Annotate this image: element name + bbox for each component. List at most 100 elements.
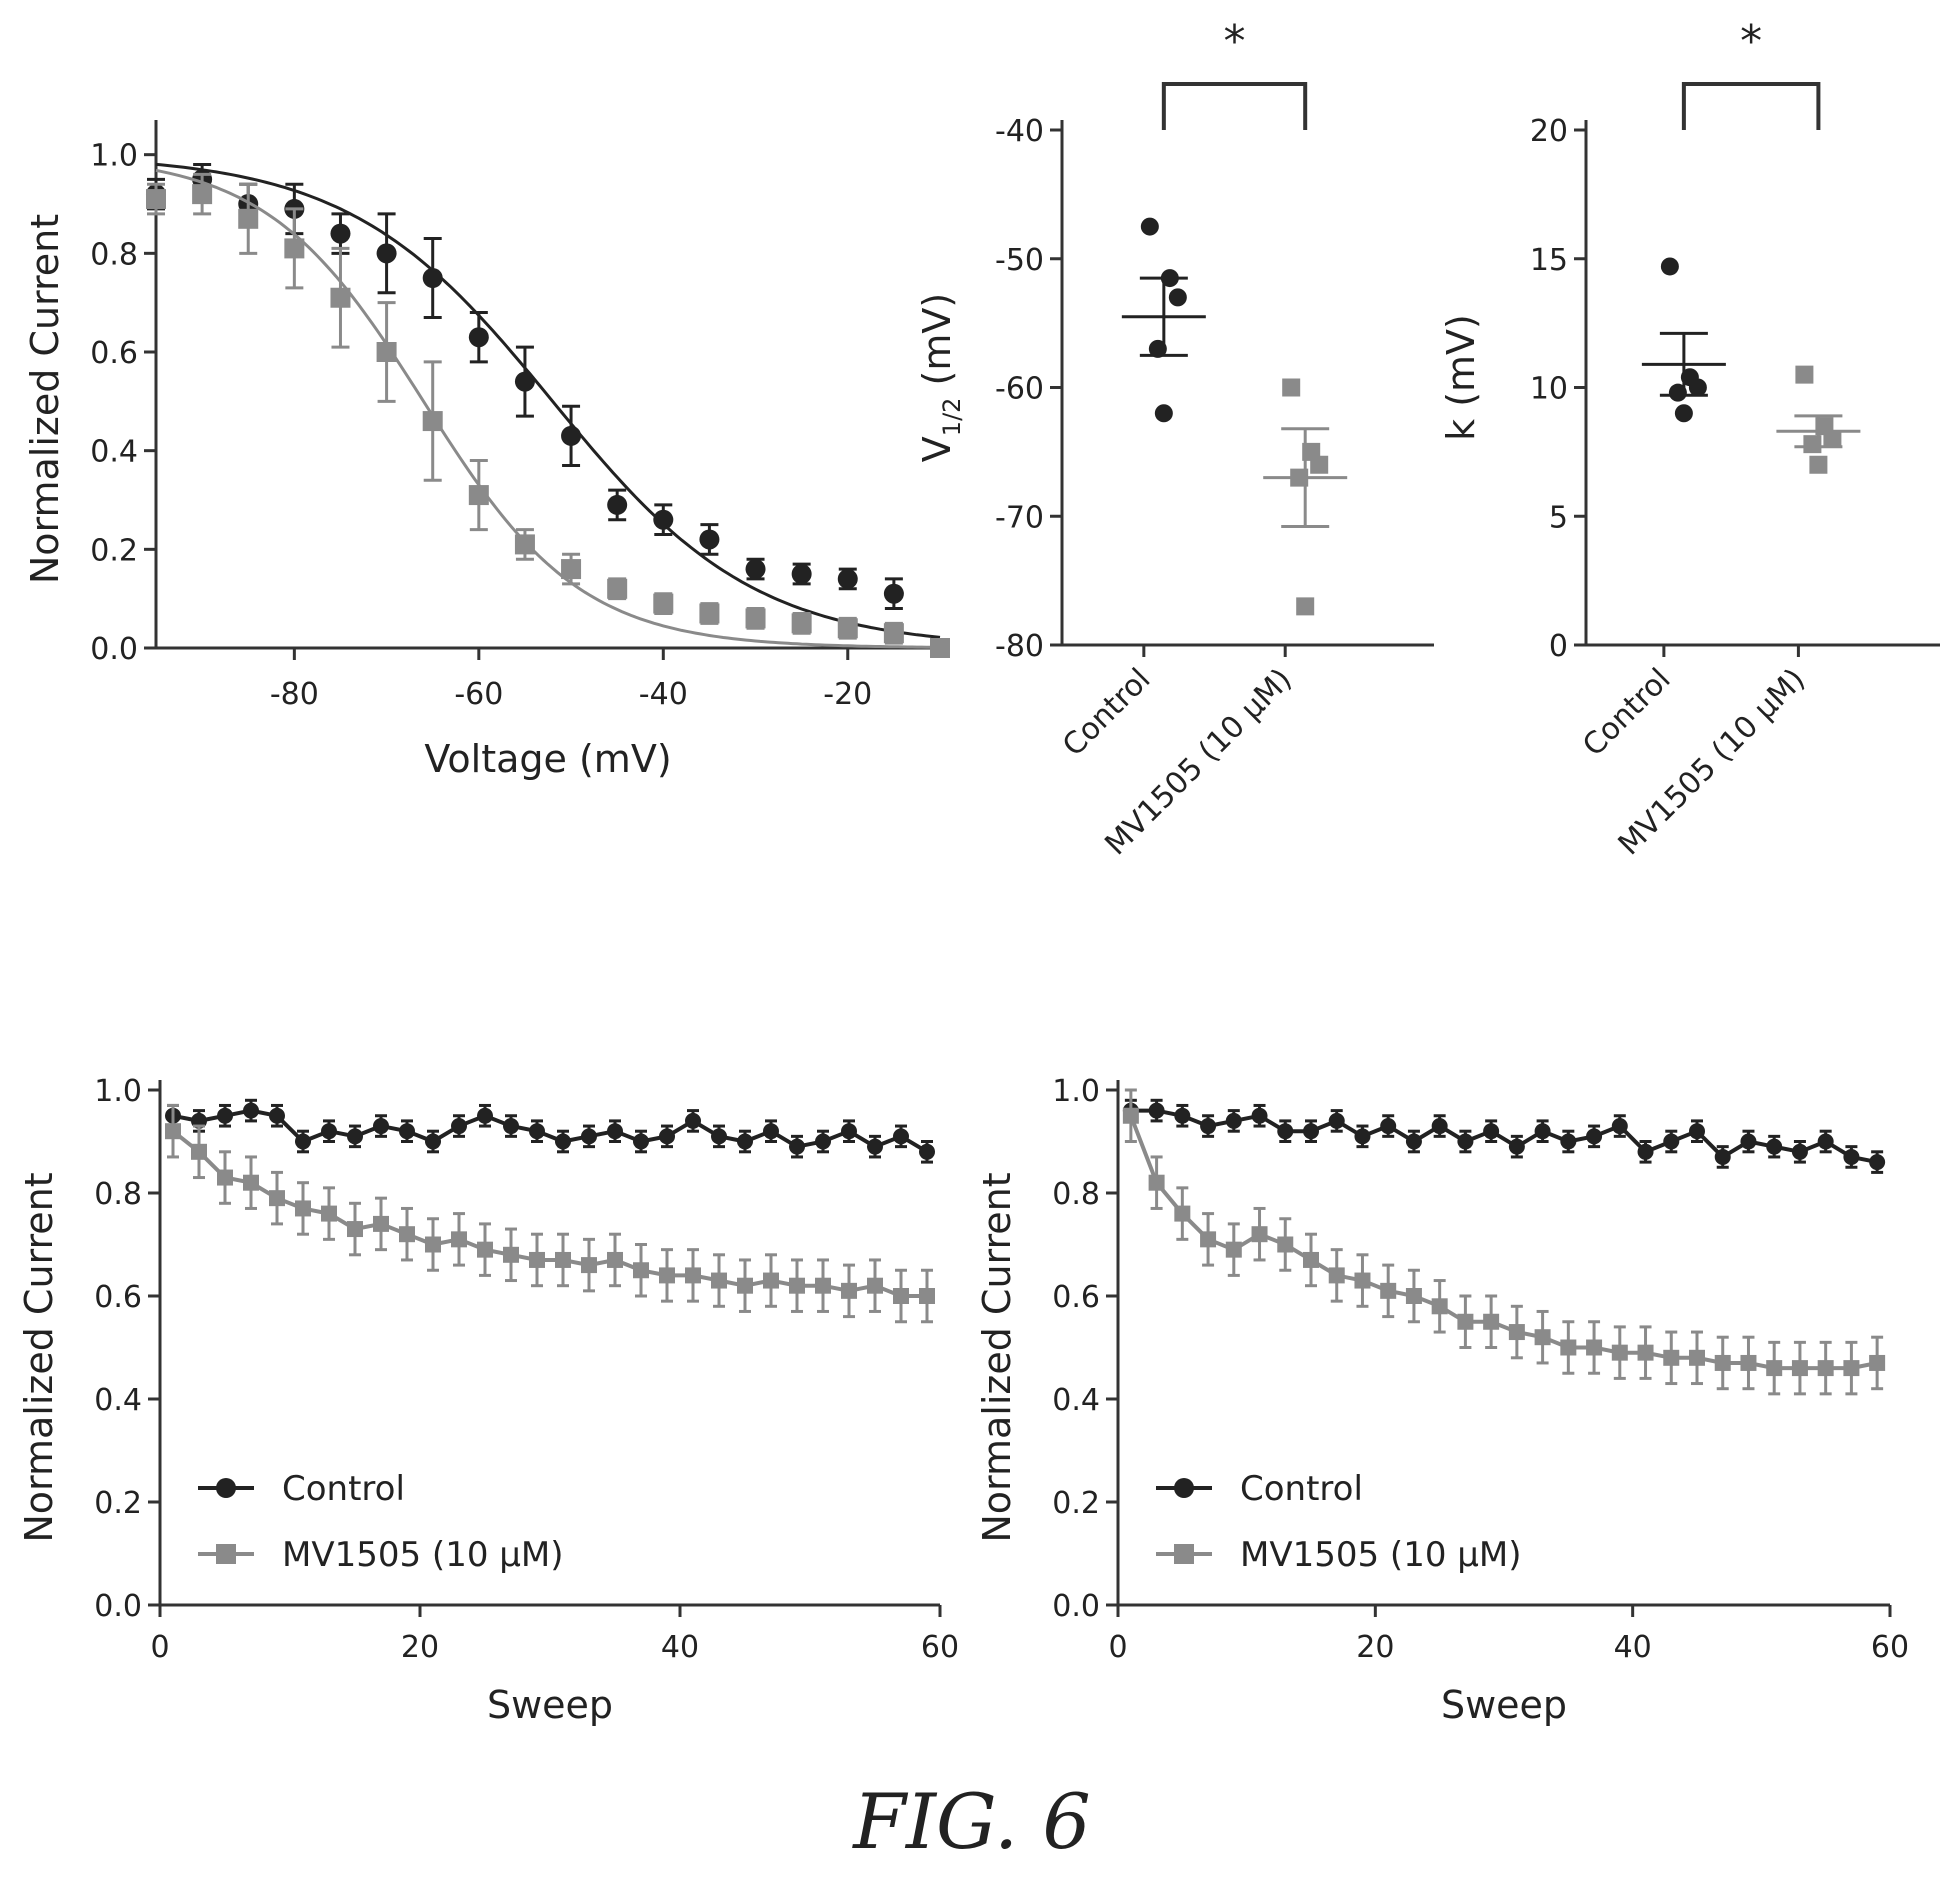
vhalf-point-control	[1168, 288, 1187, 307]
rundown_left-point-mv1505	[789, 1277, 805, 1294]
vhalf-y-title: V1/2 (mV)	[915, 293, 966, 462]
rundown_left-point-control	[503, 1118, 519, 1135]
rundown_left-point-mv1505	[165, 1123, 181, 1140]
rundown_left-point-control	[451, 1118, 467, 1135]
rundown_right-point-mv1505	[1431, 1298, 1448, 1315]
inactivation-point-mv1505	[607, 578, 628, 599]
inactivation-point-control	[514, 371, 535, 392]
rundown_right-point-control	[1791, 1143, 1808, 1160]
rundown_left-point-control	[919, 1143, 935, 1160]
rundown_right-y-tick-label: 0.0	[1052, 1589, 1100, 1624]
rundown_left-legend-marker-control	[216, 1478, 236, 1498]
rundown_left-legend-label-control: Control	[282, 1469, 405, 1509]
rundown_right-point-control	[1843, 1148, 1860, 1165]
vhalf-y-tick-label: -40	[995, 114, 1044, 149]
rundown_right-legend-label-mv1505: MV1505 (10 μM)	[1240, 1535, 1522, 1575]
slope-point-control	[1674, 404, 1693, 423]
vhalf-point-mv1505	[1296, 597, 1315, 616]
inactivation-point-control	[376, 243, 397, 264]
vhalf-y-tick-label: -60	[995, 372, 1044, 407]
vhalf-point-mv1505	[1282, 378, 1301, 397]
rundown_right-point-control	[1405, 1133, 1422, 1150]
inactivation-point-control	[883, 583, 904, 604]
slope-y-tick-label: 10	[1530, 372, 1568, 407]
rundown_right-x-tick-label: 60	[1871, 1630, 1909, 1665]
rundown_left-point-mv1505	[893, 1288, 909, 1304]
rundown_right-point-control	[1869, 1154, 1886, 1171]
rundown_left-point-mv1505	[425, 1236, 441, 1253]
rundown_left-line-mv1505	[171, 1129, 927, 1298]
rundown_right-point-control	[1277, 1123, 1294, 1140]
rundown_left-point-control	[633, 1133, 649, 1150]
inactivation-point-mv1505	[745, 608, 766, 629]
inactivation-point-control	[468, 327, 489, 348]
inactivation-y-title: Normalized Current	[23, 214, 67, 584]
slope-point-control	[1688, 378, 1707, 397]
rundown_left-point-mv1505	[867, 1277, 883, 1294]
rundown_left-x-tick-label: 20	[401, 1630, 439, 1665]
rundown_right-point-mv1505	[1791, 1360, 1808, 1377]
inactivation-point-mv1505	[837, 618, 858, 639]
rundown_left-point-mv1505	[347, 1221, 363, 1238]
rundown_right-point-mv1505	[1122, 1107, 1139, 1124]
rundown_right-x-tick-label: 20	[1356, 1630, 1394, 1665]
inactivation-point-control	[653, 509, 674, 530]
rundown_left-legend-marker-mv1505	[216, 1544, 236, 1564]
inactivation-x-tick-label: -40	[639, 677, 688, 712]
inactivation-point-mv1505	[653, 593, 674, 614]
vhalf-point-control	[1154, 404, 1173, 423]
rundown_right-legend: Control MV1505 (10 μM)	[1156, 1469, 1522, 1575]
rundown_right-legend-marker-mv1505	[1174, 1544, 1194, 1564]
inactivation-y-tick-label: 0.0	[90, 632, 138, 667]
inactivation-chart: 0.0 0.2 0.4 0.6 0.8 1.0 -80 -60 -40 -20 Voltage (m…	[23, 120, 950, 781]
inactivation-point-mv1505	[422, 411, 443, 432]
rundown_left-point-control	[893, 1128, 909, 1145]
rundown_left-point-mv1505	[529, 1251, 545, 1268]
rundown_left-point-control	[373, 1118, 389, 1135]
inactivation-x-tick-label: -60	[454, 677, 503, 712]
rundown_left-point-control	[867, 1138, 883, 1155]
rundown_right-point-control	[1534, 1123, 1551, 1140]
rundown_right-point-control	[1560, 1133, 1577, 1150]
slope-point-mv1505	[1823, 430, 1842, 448]
inactivation-fit-mv1505	[155, 168, 940, 649]
rundown_left-point-control	[529, 1123, 545, 1140]
rundown_left-point-mv1505	[503, 1246, 519, 1263]
rundown_right-x-tick-label: 0	[1108, 1630, 1127, 1665]
rundown_right-y-tick-label: 0.4	[1052, 1383, 1100, 1418]
rundown_right-point-control	[1508, 1138, 1525, 1155]
rundown_left-point-control	[841, 1123, 857, 1140]
vhalf-y-tick-label: -50	[995, 243, 1044, 278]
inactivation-x-tick-label: -20	[823, 677, 872, 712]
rundown_right-y-tick-label: 0.6	[1052, 1280, 1100, 1315]
rundown_left-point-mv1505	[711, 1272, 727, 1289]
inactivation-y-tick-label: 0.8	[90, 237, 138, 272]
vhalf-category-label: Control	[1056, 662, 1157, 763]
inactivation-point-mv1505	[699, 603, 720, 624]
rundown_right-point-mv1505	[1534, 1329, 1551, 1346]
rundown_left-point-mv1505	[373, 1215, 389, 1232]
rundown_left-y-tick-label: 1.0	[94, 1074, 142, 1109]
rundown_right-point-mv1505	[1508, 1324, 1525, 1341]
rundown_left-point-control	[347, 1128, 363, 1145]
rundown_left-x-tick-label: 40	[661, 1630, 699, 1665]
rundown_right-point-control	[1586, 1128, 1603, 1145]
rundown_right-point-mv1505	[1817, 1360, 1834, 1377]
rundown_left-point-control	[321, 1123, 337, 1140]
rundown_right-point-control	[1148, 1102, 1165, 1119]
rundown_left-point-mv1505	[763, 1272, 779, 1289]
inactivation-point-mv1505	[468, 485, 489, 506]
rundown_left-point-mv1505	[919, 1288, 935, 1304]
rundown_left-x-tick-label: 60	[921, 1630, 959, 1665]
rundown_right-point-mv1505	[1328, 1267, 1345, 1284]
inactivation-point-control	[699, 529, 720, 550]
inactivation-point-control	[745, 559, 766, 580]
rundown_left-point-mv1505	[321, 1205, 337, 1222]
slope-y-tick-label: 0	[1549, 629, 1568, 664]
rundown_right-x-title: Sweep	[1441, 1683, 1567, 1727]
rundown_right-point-control	[1431, 1118, 1448, 1135]
inactivation-x-tick-label: -80	[270, 677, 319, 712]
rundown_left-y-title: Normalized Current	[17, 1172, 61, 1542]
rundown_left-y-tick-label: 0.6	[94, 1280, 142, 1315]
